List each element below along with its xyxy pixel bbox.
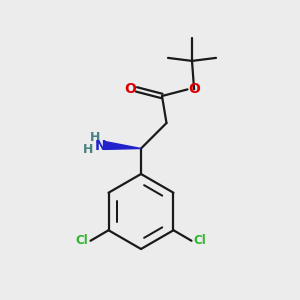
- Text: Cl: Cl: [76, 234, 88, 247]
- Text: Cl: Cl: [194, 234, 206, 247]
- Text: H: H: [82, 142, 93, 156]
- Text: N: N: [95, 139, 106, 152]
- Text: H: H: [90, 130, 100, 144]
- Text: O: O: [124, 82, 136, 96]
- Polygon shape: [105, 142, 141, 149]
- Text: O: O: [188, 82, 200, 96]
